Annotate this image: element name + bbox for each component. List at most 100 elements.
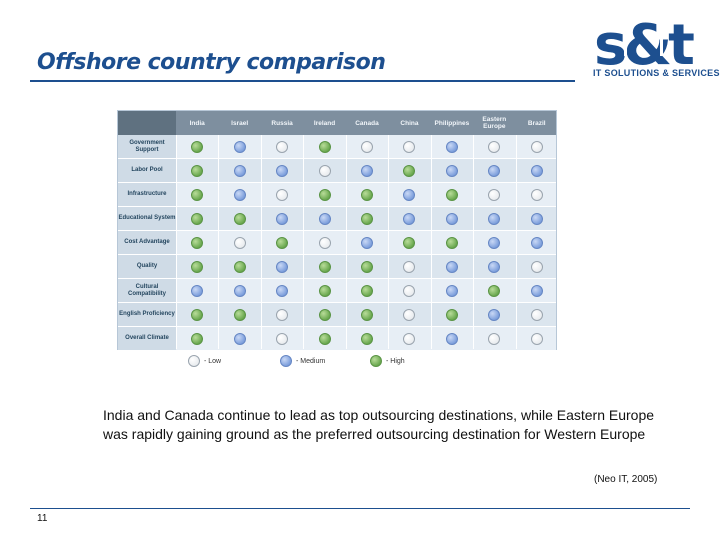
rating-dot-high xyxy=(191,189,204,201)
legend-label: - Low xyxy=(204,357,222,365)
rating-dot-medium xyxy=(233,285,246,297)
rating-dot-low xyxy=(403,309,416,321)
rating-dot-medium xyxy=(488,261,501,273)
legend-item-high: - High xyxy=(370,355,405,367)
rating-dot-medium xyxy=(488,237,501,249)
rating-dot-high xyxy=(361,261,373,273)
rating-dot-medium xyxy=(530,285,543,297)
rating-dot-high xyxy=(233,261,246,273)
legend-label: - Medium xyxy=(296,357,326,365)
rating-dot-high xyxy=(233,309,246,321)
row-header: Labor Pool xyxy=(118,159,176,183)
column-header: Russia xyxy=(271,119,293,127)
column-divider xyxy=(473,135,475,349)
table-corner xyxy=(118,111,176,135)
column-header: Eastern Europe xyxy=(482,116,507,130)
rating-dot-medium xyxy=(445,261,458,273)
column-divider xyxy=(176,135,177,349)
legend-item-low: - Low xyxy=(188,355,221,367)
rating-dot-medium xyxy=(445,213,458,225)
row-header: Government Support xyxy=(118,135,176,159)
rating-dot-high xyxy=(361,189,373,201)
rating-dot-high xyxy=(318,309,331,321)
rating-dot-high xyxy=(318,261,331,273)
column-header: China xyxy=(400,119,419,127)
row-header: Infrastructure xyxy=(118,183,176,207)
rating-dot-low xyxy=(530,261,543,273)
logo-tagline: IT SOLUTIONS & SERVICES xyxy=(593,68,720,78)
row-header: Educational System xyxy=(118,207,176,231)
rating-dot-high xyxy=(403,237,416,249)
rating-dot-high xyxy=(361,309,373,321)
column-divider xyxy=(303,135,305,349)
rating-dot-high xyxy=(233,213,246,225)
legend-dot-medium xyxy=(280,355,292,367)
rating-legend: - Low - Medium - High xyxy=(0,355,720,371)
rating-dot-low xyxy=(530,141,543,153)
row-header: Overall Climate xyxy=(118,327,176,351)
table-header xyxy=(118,111,556,135)
legend-dot-low xyxy=(188,355,200,367)
column-divider xyxy=(218,135,220,349)
rating-dot-high xyxy=(191,141,204,153)
rating-dot-low xyxy=(233,237,246,249)
column-header: Brazil xyxy=(527,119,546,127)
rating-dot-low xyxy=(488,189,501,201)
rating-dot-high xyxy=(191,309,204,321)
rating-dot-high xyxy=(191,213,204,225)
legend-item-medium: - Medium xyxy=(280,355,325,367)
rating-dot-high xyxy=(318,285,331,297)
rating-dot-medium xyxy=(361,237,373,249)
rating-dot-medium xyxy=(403,213,416,225)
rating-dot-medium xyxy=(530,237,543,249)
rating-dot-high xyxy=(318,189,331,201)
rating-dot-low xyxy=(276,333,289,345)
rating-dot-high xyxy=(488,285,501,297)
rating-dot-medium xyxy=(191,285,204,297)
column-divider xyxy=(430,135,432,349)
rating-dot-high xyxy=(191,165,204,177)
rating-dot-low xyxy=(276,189,289,201)
footer-divider xyxy=(30,508,690,509)
rating-dot-high xyxy=(403,165,416,177)
rating-dot-high xyxy=(191,333,204,345)
row-header: Quality xyxy=(118,255,176,279)
rating-dot-medium xyxy=(276,213,289,225)
rating-dot-medium xyxy=(233,189,246,201)
rating-dot-medium xyxy=(445,285,458,297)
rating-dot-medium xyxy=(445,165,458,177)
rating-dot-low xyxy=(318,165,331,177)
legend-label: - High xyxy=(386,357,405,365)
summary-text: India and Canada continue to lead as top… xyxy=(103,407,655,442)
rating-dot-medium xyxy=(361,165,373,177)
source-citation: (Neo IT, 2005) xyxy=(594,474,658,485)
rating-dot-low xyxy=(488,141,501,153)
rating-dot-low xyxy=(361,141,373,153)
slide-title: Offshore country comparison xyxy=(37,50,386,75)
rating-dot-low xyxy=(530,309,543,321)
rating-dot-high xyxy=(361,333,373,345)
rating-dot-high xyxy=(318,141,331,153)
rating-dot-high xyxy=(191,261,204,273)
rating-dot-medium xyxy=(488,309,501,321)
rating-dot-medium xyxy=(445,333,458,345)
rating-dot-high xyxy=(445,189,458,201)
rating-dot-low xyxy=(488,333,501,345)
rating-dot-high xyxy=(191,237,204,249)
rating-dot-high xyxy=(276,237,289,249)
rating-dot-medium xyxy=(233,141,246,153)
rating-dot-medium xyxy=(276,285,289,297)
column-header: Canada xyxy=(355,119,379,127)
column-header: Israel xyxy=(231,119,249,127)
column-divider xyxy=(345,135,347,349)
rating-dot-medium xyxy=(318,213,331,225)
rating-dot-low xyxy=(276,309,289,321)
page-number: 11 xyxy=(37,513,48,524)
row-header: Cost Advantage xyxy=(118,231,176,255)
rating-dot-low xyxy=(530,189,543,201)
rating-dot-high xyxy=(318,333,331,345)
title-divider xyxy=(30,80,575,82)
rating-dot-medium xyxy=(276,261,289,273)
rating-dot-low xyxy=(318,237,331,249)
rating-dot-medium xyxy=(233,333,246,345)
